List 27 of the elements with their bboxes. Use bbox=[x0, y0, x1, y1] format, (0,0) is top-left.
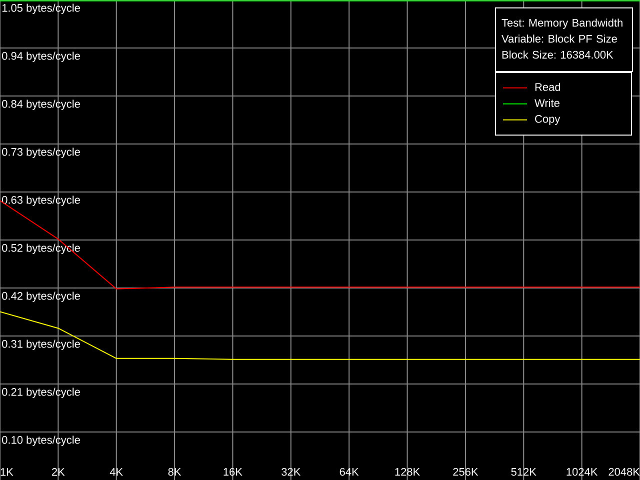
legend-label: Write bbox=[534, 98, 560, 107]
x-tick-label: 32K bbox=[282, 468, 301, 476]
x-tick-label: 16K bbox=[224, 468, 242, 476]
y-tick-label: 1.05 bytes/cycle bbox=[2, 4, 80, 14]
legend-label: Read bbox=[535, 82, 560, 91]
y-tick-label: 0.63 bytes/cycle bbox=[2, 196, 80, 206]
y-tick-label: 0.84 bytes/cycle bbox=[2, 100, 80, 110]
x-tick-label: 2K bbox=[52, 468, 65, 476]
x-tick-label: 4K bbox=[110, 468, 123, 476]
y-tick-label: 0.31 bytes/cycle bbox=[2, 340, 80, 350]
x-tick-label: 1K bbox=[0, 468, 14, 476]
annotation: Block Size: 16384.00K bbox=[502, 50, 614, 59]
y-tick-label: 0.73 bytes/cycle bbox=[2, 148, 80, 158]
x-tick-label: 64K bbox=[340, 468, 359, 476]
x-tick-label: 256K bbox=[453, 468, 478, 476]
y-tick-label: 0.21 bytes/cycle bbox=[2, 388, 80, 398]
annotation: Variable: Block PF Size bbox=[502, 34, 617, 43]
x-tick-label: 128K bbox=[395, 468, 420, 476]
x-tick-label: 2048K bbox=[608, 468, 640, 476]
x-tick-label: 8K bbox=[168, 468, 182, 476]
y-tick-label: 0.10 bytes/cycle bbox=[2, 436, 80, 446]
x-tick-label: 512K bbox=[511, 468, 536, 476]
y-tick-label: 0.42 bytes/cycle bbox=[2, 292, 80, 302]
x-tick-label: 1024K bbox=[566, 468, 598, 476]
annotation: Test: Memory Bandwidth bbox=[502, 18, 622, 29]
y-tick-label: 0.94 bytes/cycle bbox=[2, 52, 80, 62]
legend-label: Copy bbox=[535, 114, 560, 125]
